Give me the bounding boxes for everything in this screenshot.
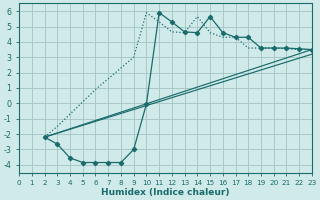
X-axis label: Humidex (Indice chaleur): Humidex (Indice chaleur) (101, 188, 230, 197)
